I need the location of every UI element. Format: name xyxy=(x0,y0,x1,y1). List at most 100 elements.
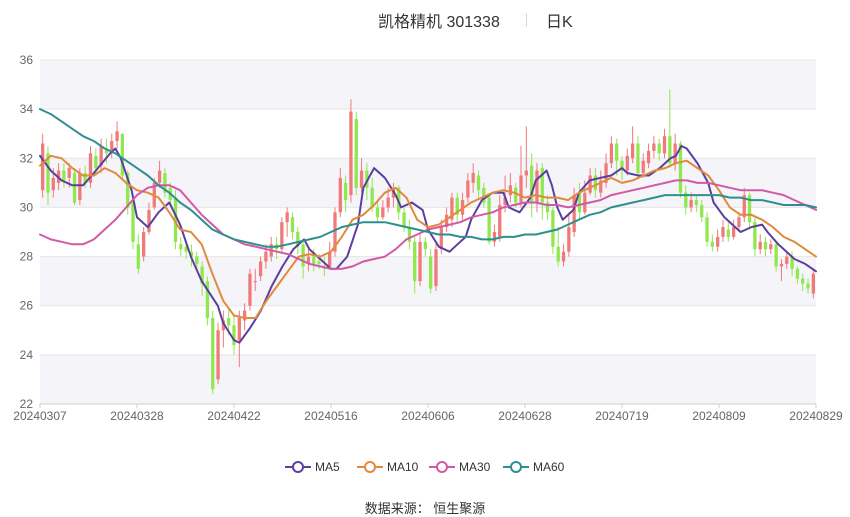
candle-body xyxy=(163,173,167,193)
x-axis: 20240307 20240328 20240422 20240516 20240606… xyxy=(13,403,843,423)
candle xyxy=(758,234,762,255)
candle xyxy=(163,168,167,198)
candle xyxy=(179,236,183,257)
candle-body xyxy=(593,175,598,191)
candle-body xyxy=(88,153,93,183)
candle xyxy=(747,192,752,230)
candle xyxy=(375,200,380,223)
candle xyxy=(338,168,342,218)
candle-body xyxy=(232,325,236,346)
candle xyxy=(450,192,454,228)
y-tick-label: 32 xyxy=(20,151,34,165)
candle-body xyxy=(317,261,321,264)
legend-item-ma60[interactable]: MA60 xyxy=(503,458,564,476)
candle xyxy=(280,217,284,255)
candle xyxy=(753,217,757,257)
y-tick-label: 24 xyxy=(20,348,34,362)
candle-body xyxy=(375,207,380,218)
candle-body xyxy=(572,195,576,232)
candle-body xyxy=(583,192,587,213)
candle-body xyxy=(439,227,443,250)
candle-body xyxy=(498,204,502,237)
candle xyxy=(567,212,571,257)
legend-label: MA60 xyxy=(533,460,565,474)
candle-body xyxy=(285,212,289,223)
candle-body xyxy=(407,227,412,242)
candle-body xyxy=(248,273,252,306)
x-tick-label: 20240829 xyxy=(789,409,843,423)
candle-body xyxy=(354,118,358,188)
legend-marker xyxy=(510,461,522,473)
x-tick-label: 20240809 xyxy=(692,409,746,423)
candle xyxy=(769,239,773,255)
candle-body xyxy=(333,212,337,252)
candle-body xyxy=(684,192,688,208)
candle xyxy=(62,163,66,188)
candle-body xyxy=(689,200,693,208)
candle xyxy=(173,190,178,250)
plot-band xyxy=(40,354,816,404)
candle xyxy=(237,310,241,368)
candle-body xyxy=(78,173,82,201)
candle-body xyxy=(189,251,194,257)
candle xyxy=(519,146,523,208)
candle-body xyxy=(487,197,491,242)
candle xyxy=(795,266,800,284)
candle-body xyxy=(184,246,188,252)
legend-item-ma30[interactable]: MA30 xyxy=(429,458,490,476)
candle xyxy=(657,138,661,161)
candle-body xyxy=(296,232,300,247)
candle-body xyxy=(705,217,709,242)
candle-body xyxy=(115,131,119,142)
legend-item-ma5[interactable]: MA5 xyxy=(285,458,340,476)
candle xyxy=(343,175,348,213)
candle-body xyxy=(429,256,433,289)
candle-body xyxy=(556,246,560,262)
candle xyxy=(41,133,45,198)
candle xyxy=(700,200,704,223)
candle-body xyxy=(588,175,592,193)
candle-body xyxy=(668,136,672,164)
title-separator xyxy=(526,13,527,27)
candle xyxy=(636,136,640,178)
candle xyxy=(731,219,736,240)
candle xyxy=(354,111,358,196)
candle-body xyxy=(609,143,614,164)
candle xyxy=(535,163,539,213)
candle-body xyxy=(710,241,715,247)
candle-body xyxy=(131,202,135,242)
legend-swatch-ma10 xyxy=(357,461,383,473)
candle-body xyxy=(763,241,768,250)
candle-body xyxy=(747,195,752,223)
candle-body xyxy=(147,209,151,232)
candle-body xyxy=(444,214,449,228)
candle-body xyxy=(62,170,66,181)
candle xyxy=(205,276,210,326)
candle-body xyxy=(381,207,385,218)
candle xyxy=(588,168,592,196)
candle xyxy=(434,241,438,291)
candle xyxy=(604,153,608,188)
candle xyxy=(646,143,651,169)
candle xyxy=(652,136,656,159)
y-tick-label: 28 xyxy=(20,250,34,264)
candle-body xyxy=(120,133,125,176)
candle xyxy=(482,182,486,208)
candle-body xyxy=(514,187,518,203)
candle-body xyxy=(216,330,220,380)
candle-body xyxy=(790,256,794,269)
candle xyxy=(694,195,699,213)
candle xyxy=(211,310,215,395)
candle-body xyxy=(577,192,582,213)
candle xyxy=(742,187,746,223)
candle-body xyxy=(529,165,534,203)
candle-body xyxy=(386,197,390,208)
candle xyxy=(46,146,50,205)
legend-item-ma10[interactable]: MA10 xyxy=(357,458,418,476)
candle-body xyxy=(806,283,810,289)
candle xyxy=(556,227,560,267)
candle-body xyxy=(678,143,683,193)
candle xyxy=(72,168,77,205)
candle xyxy=(710,234,715,252)
candle-body xyxy=(636,143,640,174)
